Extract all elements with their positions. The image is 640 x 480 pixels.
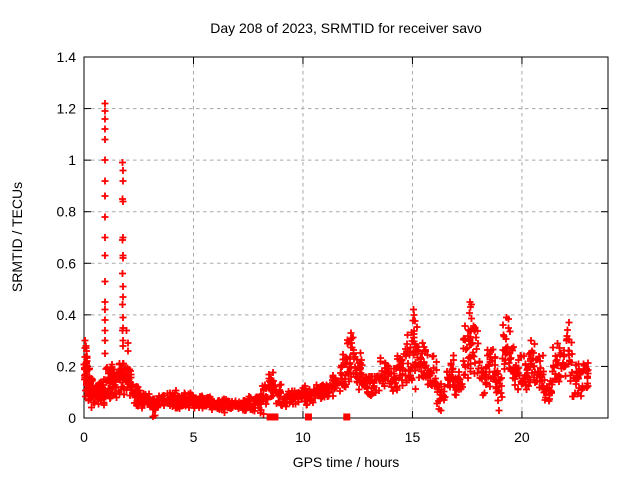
y-tick-label: 0.2 [57, 358, 77, 374]
flagged-zero-square-marker [266, 413, 274, 421]
x-tick-label: 10 [295, 429, 311, 445]
srmtid-plus-markers [80, 100, 592, 420]
y-tick-label: 1.2 [57, 101, 77, 117]
y-tick-label: 0 [68, 410, 76, 426]
grid-lines [84, 57, 608, 418]
x-tick-label: 0 [80, 429, 88, 445]
x-tick-label: 20 [514, 429, 530, 445]
y-tick-label: 0.6 [57, 255, 77, 271]
y-tick-label: 0.4 [57, 307, 77, 323]
data-points [80, 100, 592, 421]
x-tick-label: 15 [405, 429, 421, 445]
flagged-zero-square-marker [304, 413, 312, 421]
y-axis-label: SRMTID / TECUs [9, 182, 25, 292]
x-axis-label: GPS time / hours [293, 454, 400, 470]
x-tick-label: 5 [190, 429, 198, 445]
chart-title: Day 208 of 2023, SRMTID for receiver sav… [210, 20, 482, 36]
flagged-zero-square-marker [271, 413, 279, 421]
flagged-zero-square-marker [343, 413, 351, 421]
axes: 0 5 10 15 20 0 0.2 0.4 0.6 0.8 1 1.2 1.4 [57, 49, 609, 445]
y-tick-label: 1.4 [57, 49, 77, 65]
y-tick-label: 1 [68, 152, 76, 168]
y-tick-label: 0.8 [57, 204, 77, 220]
